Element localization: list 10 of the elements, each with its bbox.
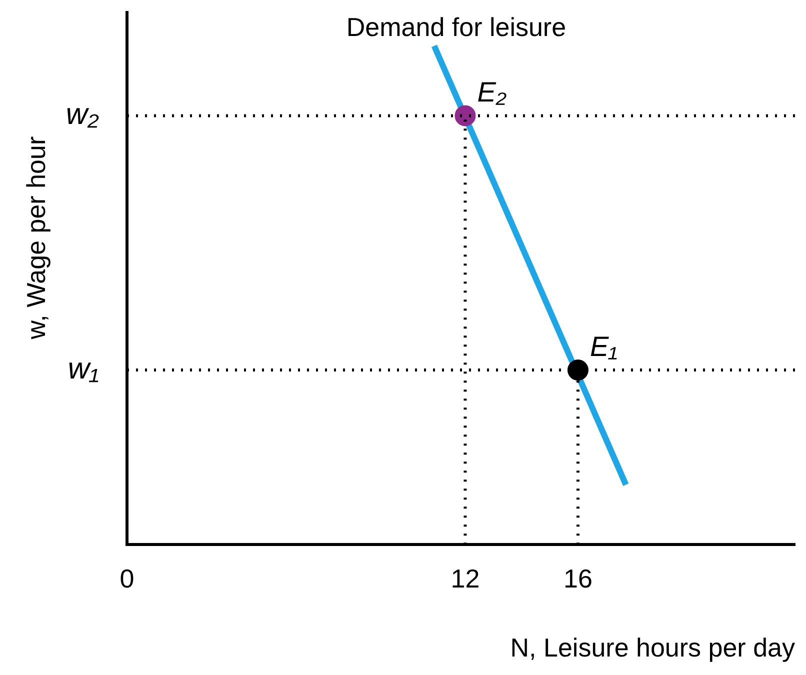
x-axis-title: N, Leisure hours per day [510,632,795,663]
series-label: E₂ [477,76,507,108]
series-label: E₁ [590,330,618,362]
ref-line-label: w₁ [68,352,99,386]
x-tick-label: 0 [120,563,134,594]
ref-line-label: w₂ [66,98,100,132]
x-tick-label: 12 [450,563,480,594]
series-label: Demand for leisure [346,12,566,42]
x-tick-label: 16 [564,563,592,594]
y-axis-title: w, Wage per hour [21,136,52,340]
